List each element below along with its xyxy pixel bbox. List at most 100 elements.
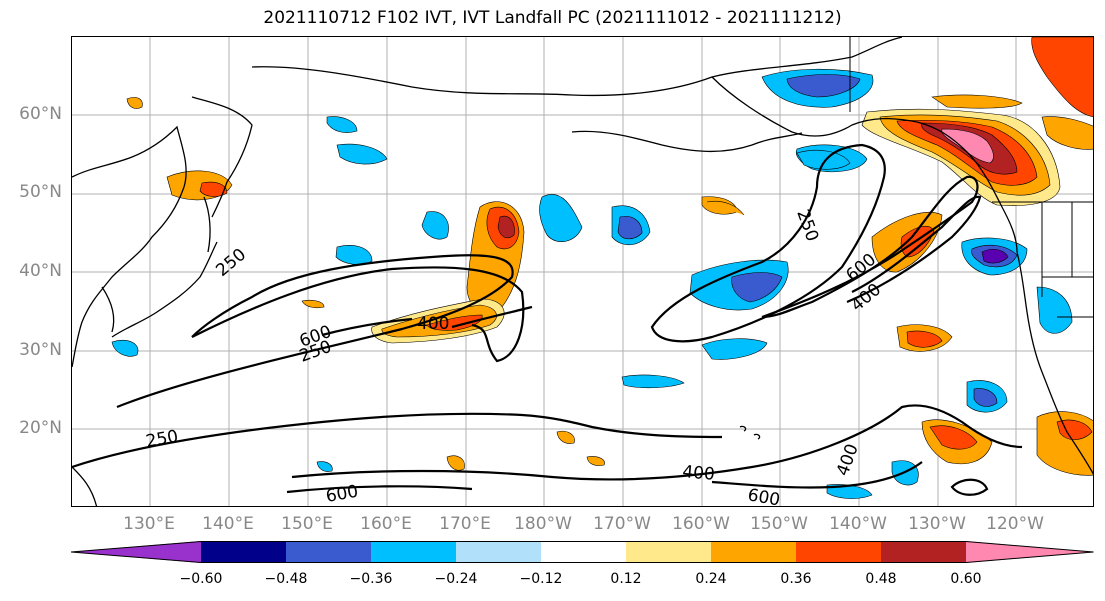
coast-arctic [251, 37, 903, 97]
contour-250-main [116, 254, 514, 409]
colorbar-segment [966, 541, 1094, 563]
shade-neg-west2 [421, 211, 449, 240]
colorbar-tick-label: 0.48 [865, 571, 897, 587]
shade-pos-se1-high [929, 425, 978, 450]
borders [849, 37, 1093, 318]
lat-label-30n: 30°N [19, 340, 62, 360]
shade-pos-misc1 [446, 455, 465, 471]
contour-250-north [191, 266, 525, 363]
shade-neg-goa-strong [786, 74, 861, 98]
lat-label-20n: 20°N [19, 418, 62, 438]
colorbar-segment [796, 541, 881, 563]
shade-neg-ak-w [796, 150, 851, 170]
map-canvas: 250 250 250 250 400 400 400 400 600 600 … [72, 37, 1093, 507]
coast-asia-south [72, 466, 98, 506]
colorbar-segment [541, 541, 626, 563]
contour-label: 250 [144, 427, 179, 452]
shade-pos-ak-strip [931, 94, 1023, 109]
shade-neg-cp3 [539, 194, 583, 242]
colorbar-segment [626, 541, 711, 563]
shade-pos-ne-corner2 [1041, 116, 1093, 150]
lon-label-140e: 140°E [202, 514, 254, 534]
shade-neg-cp4-strong [617, 216, 643, 240]
lon-label-150w: 150°W [750, 514, 808, 534]
shade-pos-dateline-strong [497, 215, 515, 239]
contour-400-south [291, 404, 1023, 481]
lon-label-130e: 130°E [123, 514, 175, 534]
coast-japan [111, 241, 218, 338]
coast-aleutians [571, 130, 803, 153]
colorbar-segment [71, 541, 201, 563]
shade-neg-sw3 [826, 484, 873, 499]
colorbar-segment [286, 541, 371, 563]
shade-neg-west6 [621, 374, 685, 389]
contour-label: 400 [417, 314, 449, 334]
shade-pos-misc6 [586, 456, 605, 466]
contour-400-ne [761, 175, 979, 319]
shade-neg-sw1-strong [973, 388, 998, 407]
shade-pos-bc-extreme [941, 128, 994, 164]
figure-title: 2021110712 F102 IVT, IVT Landfall PC (20… [263, 8, 842, 28]
coast-kamchatka [191, 96, 253, 218]
contour-250-south [72, 412, 723, 469]
colorbar-segment [371, 541, 456, 563]
shade-pos-ar-mid [381, 304, 497, 338]
coastlines [72, 37, 1093, 506]
shade-neg-sw4 [1036, 286, 1073, 334]
lon-label-160e: 160°E [360, 514, 412, 534]
contour-label: 600 [324, 482, 359, 507]
lon-label-170e: 170°E [439, 514, 491, 534]
shade-pos-misc2 [301, 299, 325, 309]
shade-pos-kamchatka-high [199, 181, 228, 197]
shade-pos-ar-high [426, 314, 483, 331]
coast-uswest [1016, 251, 1093, 475]
colorbar-outline [71, 541, 1094, 563]
contour-400-dateline [451, 305, 533, 329]
colorbar-tick-label: −0.36 [349, 571, 393, 587]
colorbar-tick-label: −0.12 [519, 571, 563, 587]
contour-600-south [286, 461, 923, 494]
contour-250-ne [650, 143, 886, 343]
shade-neg-west1 [335, 245, 373, 265]
contour-label: 400 [833, 441, 863, 478]
lat-label-60n: 60°N [19, 104, 62, 124]
colorbar-tick-label: −0.48 [264, 571, 308, 587]
contour-label: 600 [746, 485, 781, 507]
shade-neg-cp1-strong [731, 272, 783, 303]
ivt-contours [72, 143, 1023, 496]
lon-label-160w: 160°W [672, 514, 730, 534]
shade-pos-misc3 [126, 97, 143, 109]
contour-600-dateline [321, 317, 413, 337]
colorbar-tick-label: 0.36 [780, 571, 812, 587]
shade-pos-ne-corner [1031, 37, 1093, 117]
coast-hawaii [739, 425, 761, 440]
colorbar-tick-label: 0.60 [950, 571, 982, 587]
shade-neg-uswc-extreme [981, 248, 1009, 264]
lon-label-180w: 180°W [514, 514, 572, 534]
lon-label-170w: 170°W [593, 514, 651, 534]
shade-neg-misc7 [316, 461, 333, 472]
lat-label-50n: 50°N [19, 182, 62, 202]
shade-pos-se2-high [1056, 419, 1093, 440]
shade-neg-west5 [111, 339, 139, 357]
border-us-states [1041, 202, 1093, 318]
colorbar-segment [711, 541, 796, 563]
lon-label-150e: 150°E [281, 514, 333, 534]
shade-neg-west4 [326, 116, 358, 133]
contour-label: 250 [792, 207, 822, 244]
colorbar-tick-label: 0.12 [610, 571, 642, 587]
lon-label-120w: 120°W [986, 514, 1044, 534]
colorbar-segment [881, 541, 966, 563]
contour-label: 400 [682, 462, 716, 485]
contour-600-ne [846, 195, 982, 304]
shade-pos-misc5 [556, 430, 575, 444]
shade-neg-cp2 [701, 338, 768, 360]
shade-neg-west3 [336, 143, 388, 165]
lat-label-40n: 40°N [19, 261, 62, 281]
map-panel: 250 250 250 250 400 400 400 400 600 600 … [71, 36, 1094, 507]
shade-pos-cp-south-high [906, 330, 943, 348]
lon-label-130w: 130°W [908, 514, 966, 534]
contour-600-loop [950, 478, 989, 496]
lon-label-140w: 140°W [829, 514, 887, 534]
colorbar-tick-label: −0.24 [434, 571, 478, 587]
